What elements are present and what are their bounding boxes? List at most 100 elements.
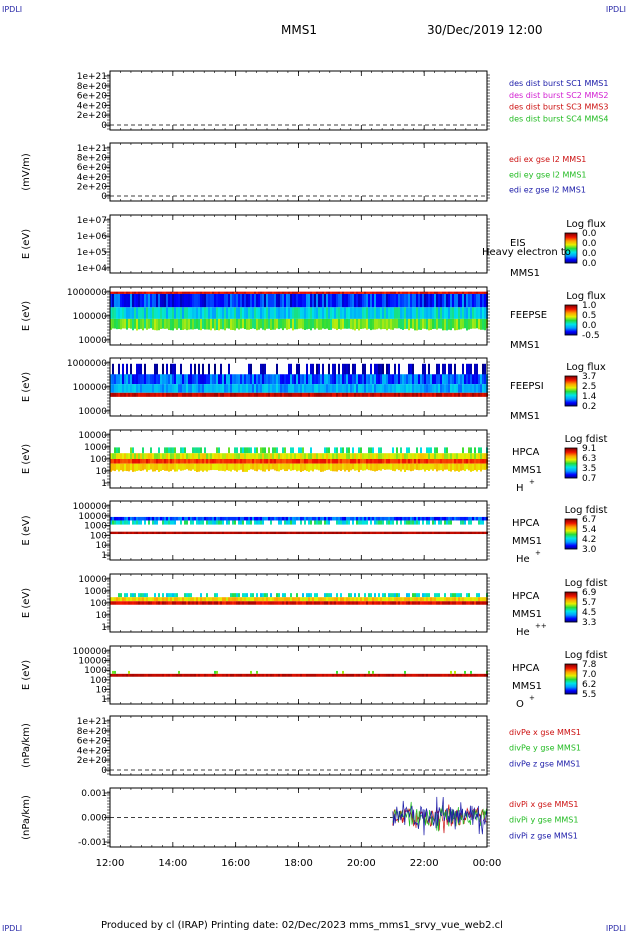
heat-cell xyxy=(440,384,442,393)
heat-cell xyxy=(300,293,302,308)
heat-cell xyxy=(482,673,484,677)
heat-cell xyxy=(362,291,364,294)
colorbar-tick-label: 7.8 xyxy=(582,660,597,670)
heat-cell xyxy=(268,453,270,459)
heat-cell xyxy=(292,516,294,521)
heat-cell xyxy=(280,520,282,525)
heat-cell xyxy=(212,516,214,521)
heat-cell xyxy=(364,453,366,459)
heat-cell xyxy=(452,293,454,308)
heat-cell xyxy=(254,516,256,521)
heat-cell xyxy=(138,601,140,605)
heat-cell xyxy=(158,453,160,459)
heat-cell xyxy=(234,531,236,535)
y-tick-label: 1 xyxy=(101,695,107,705)
heat-cell xyxy=(138,307,140,319)
heat-cell xyxy=(418,463,420,471)
heat-cell xyxy=(236,593,238,598)
colorbar-frame xyxy=(564,591,578,623)
heat-cell xyxy=(128,459,130,464)
heat-cell xyxy=(422,363,424,376)
heat-cell xyxy=(478,447,480,454)
heat-cell xyxy=(166,520,168,525)
heat-cell xyxy=(204,307,206,319)
heat-cell xyxy=(320,459,322,464)
heat-cell xyxy=(350,516,352,521)
heat-cell xyxy=(210,307,212,319)
heat-cell xyxy=(260,307,262,319)
heat-cell xyxy=(388,307,390,319)
heat-cell xyxy=(334,459,336,464)
heat-cell xyxy=(416,318,418,331)
heat-cell xyxy=(344,673,346,677)
spacecraft-label: MMS1 xyxy=(510,340,540,351)
heat-cell xyxy=(370,597,372,602)
heat-cell xyxy=(212,453,214,459)
heat-cell xyxy=(150,453,152,459)
spacecraft-label: MMS1 xyxy=(512,536,542,547)
heat-cell xyxy=(196,293,198,308)
heat-cell xyxy=(282,384,284,393)
heat-cell xyxy=(410,392,412,397)
heat-cell xyxy=(468,593,470,598)
heat-cell xyxy=(468,463,470,471)
heat-cell xyxy=(476,384,478,393)
heat-cell xyxy=(248,374,250,385)
heat-cell xyxy=(450,597,452,602)
heat-cell xyxy=(326,447,328,454)
heat-cell xyxy=(390,392,392,397)
heat-cell xyxy=(272,291,274,294)
heat-cell xyxy=(272,392,274,397)
heat-cell xyxy=(202,516,204,521)
heat-cell xyxy=(162,384,164,393)
colorbar-frame xyxy=(564,663,578,695)
heat-cell xyxy=(182,463,184,471)
heat-cell xyxy=(424,601,426,605)
heat-cell xyxy=(318,516,320,521)
heat-cell xyxy=(314,516,316,521)
heat-cell xyxy=(476,531,478,535)
heat-cell xyxy=(144,384,146,393)
heat-cell xyxy=(234,593,236,598)
legend-entry: des dist burst SC4 MMS4 xyxy=(509,114,608,123)
heat-cell xyxy=(416,516,418,521)
heat-cell xyxy=(288,363,290,376)
heat-cell xyxy=(184,459,186,464)
heat-cell xyxy=(348,593,350,598)
heat-cell xyxy=(172,307,174,319)
heat-cell xyxy=(442,531,444,535)
heat-cell xyxy=(186,459,188,464)
heat-cell xyxy=(200,673,202,677)
heat-cell xyxy=(268,447,270,454)
heat-cell xyxy=(428,291,430,294)
heat-cell xyxy=(190,593,192,598)
heat-cell xyxy=(136,673,138,677)
heat-cell xyxy=(214,670,216,674)
y-tick-label: 4e+20 xyxy=(77,173,108,183)
heat-cell xyxy=(478,293,480,308)
heat-cell xyxy=(456,601,458,605)
heat-cell xyxy=(208,453,210,459)
heat-cell xyxy=(118,384,120,393)
heat-cell xyxy=(476,463,478,472)
heat-cell xyxy=(138,293,140,308)
heat-cell xyxy=(396,291,398,294)
heat-cell xyxy=(164,447,166,454)
heat-cell xyxy=(444,318,446,331)
heat-cell xyxy=(198,520,200,525)
heat-cell xyxy=(112,291,114,294)
heat-cell xyxy=(354,384,356,393)
heat-cell xyxy=(228,459,230,464)
heat-cell xyxy=(466,463,468,470)
heat-cell xyxy=(220,597,222,602)
heat-cell xyxy=(178,463,180,470)
heat-cell xyxy=(412,453,414,459)
heat-cell xyxy=(120,307,122,319)
heat-cell xyxy=(346,673,348,677)
heat-cell xyxy=(270,459,272,464)
heat-cell xyxy=(382,520,384,525)
y-tick-label: 10000 xyxy=(78,336,107,346)
heat-cell xyxy=(152,384,154,393)
